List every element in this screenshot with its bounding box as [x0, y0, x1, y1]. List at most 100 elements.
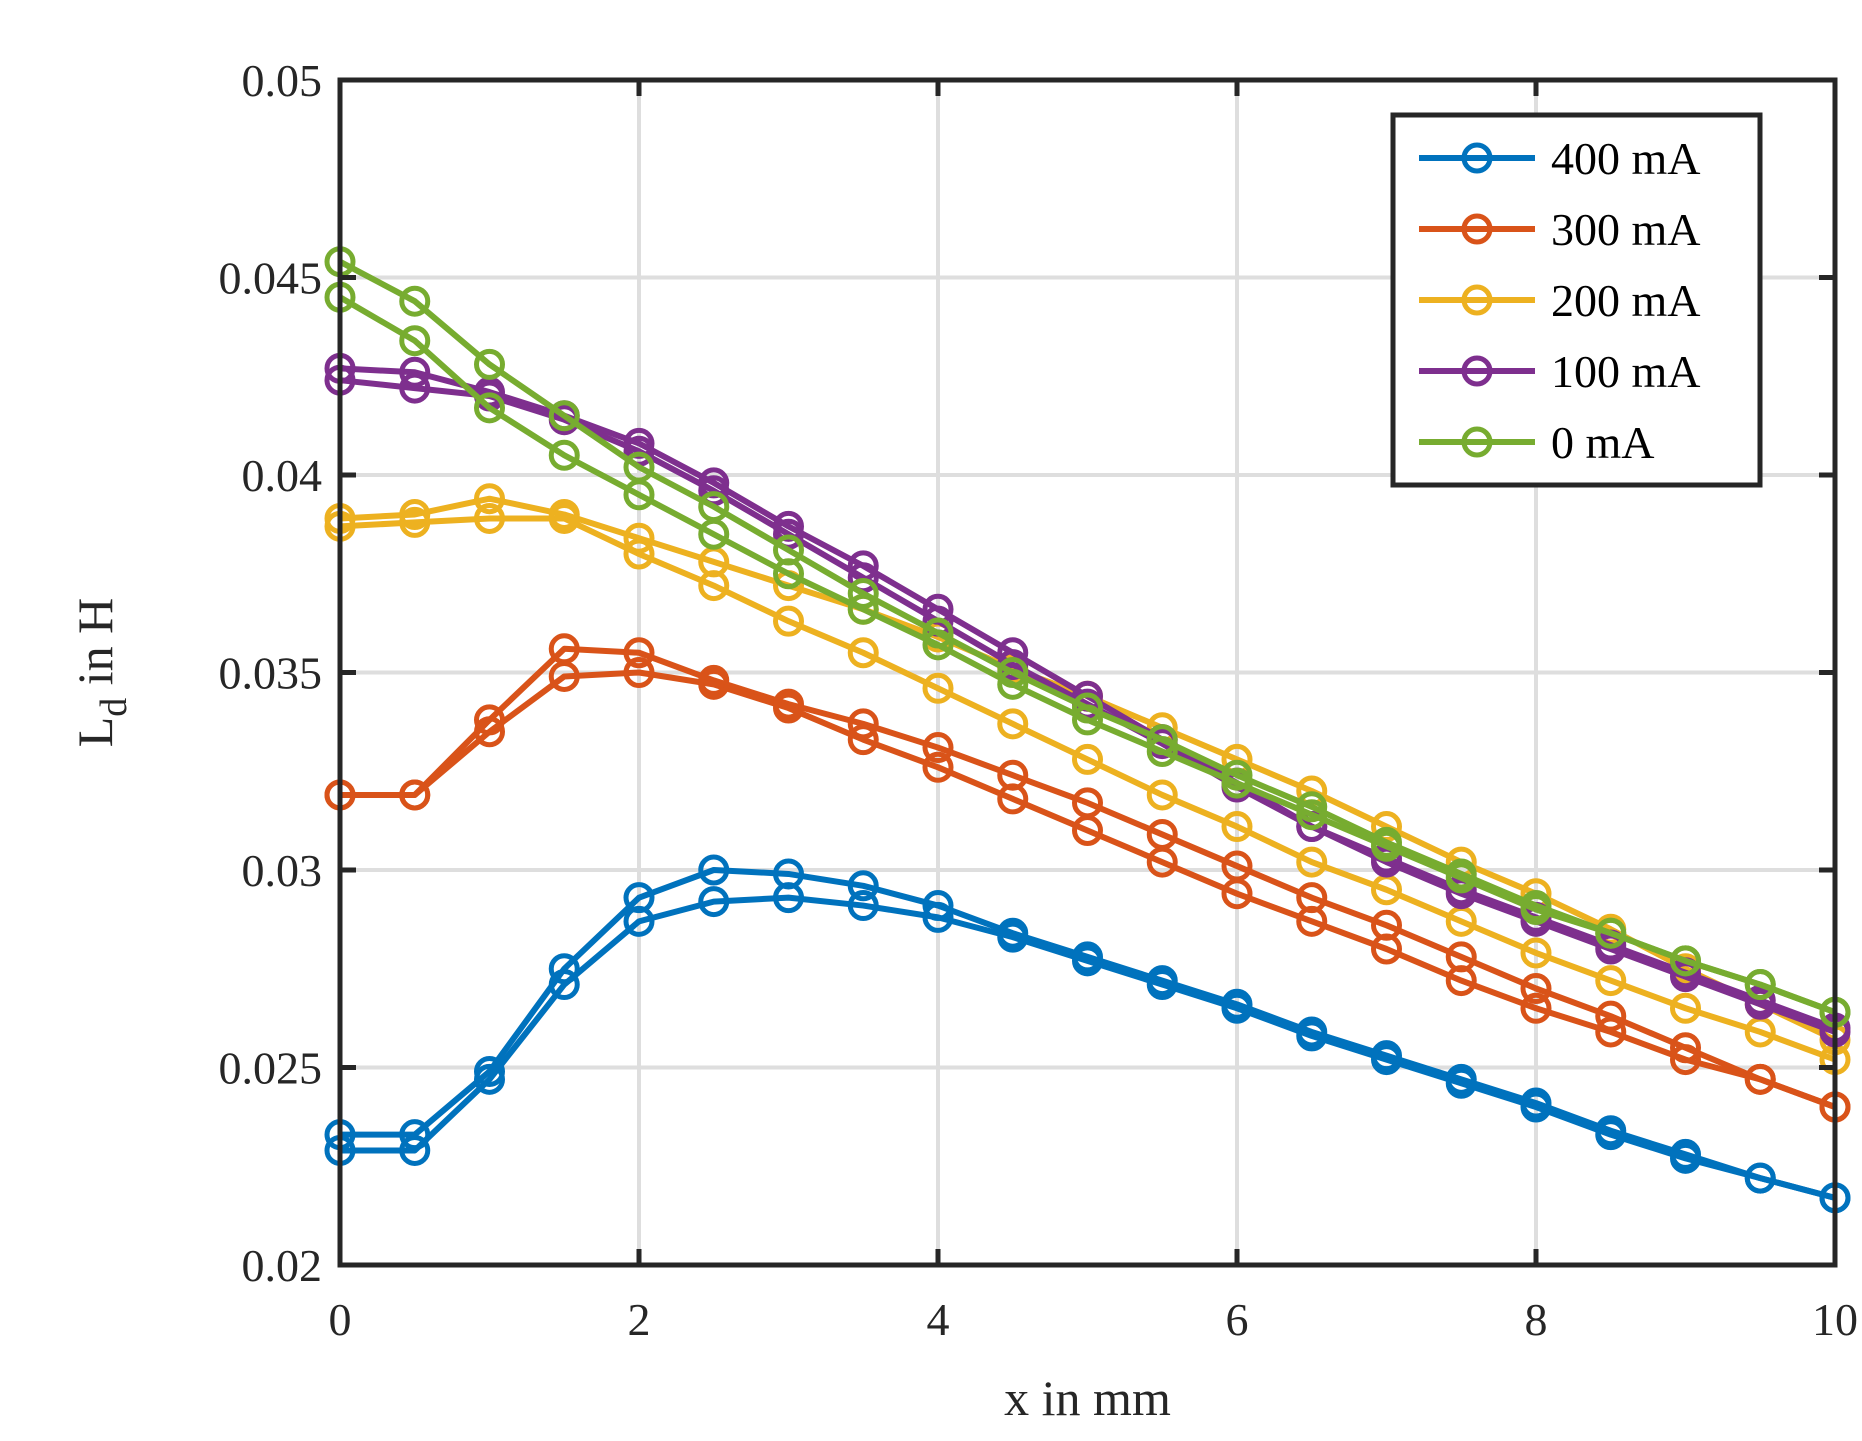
legend-label: 300 mA [1551, 204, 1701, 255]
data-point [1296, 905, 1328, 937]
data-point [1371, 830, 1402, 862]
data-point [548, 400, 580, 432]
legend-label: 400 mA [1551, 133, 1701, 184]
data-point [548, 953, 580, 985]
y-axis-label-suffix: in H [67, 598, 123, 698]
data-point [1371, 1044, 1402, 1076]
data-point [698, 668, 730, 700]
data-point [1670, 1032, 1701, 1064]
data-point [922, 617, 954, 649]
data-point [1670, 1142, 1701, 1174]
data-point [548, 660, 580, 692]
y-tick-label: 0.035 [219, 648, 323, 699]
data-point [1296, 846, 1328, 878]
data-point [1296, 799, 1328, 831]
x-tick-label: 0 [329, 1294, 352, 1345]
legend-item: 200 mA [1419, 275, 1701, 326]
data-point [399, 1134, 431, 1166]
data-point [922, 751, 954, 783]
x-tick-label: 10 [1812, 1294, 1858, 1345]
data-point [1520, 992, 1552, 1024]
data-point [997, 783, 1029, 815]
legend-item: 100 mA [1419, 346, 1701, 397]
data-point [997, 921, 1029, 953]
data-point [1445, 965, 1477, 997]
data-point [997, 668, 1029, 700]
data-point [1520, 937, 1552, 969]
data-point [1744, 1162, 1776, 1194]
data-point [1670, 945, 1701, 977]
data-point [1595, 1000, 1627, 1032]
y-tick-label: 0.04 [242, 450, 323, 501]
series-line [340, 894, 1836, 1201]
data-point [1744, 1063, 1776, 1095]
data-point [474, 1063, 505, 1095]
data-point [1221, 811, 1253, 843]
data-point [1146, 736, 1178, 767]
data-point [773, 605, 804, 637]
data-point [997, 657, 1029, 688]
data-point [1595, 1016, 1627, 1048]
data-point [847, 708, 879, 740]
data-point [474, 392, 505, 424]
data-point [1371, 933, 1402, 965]
data-point [623, 905, 655, 937]
data-point [1221, 767, 1253, 799]
data-point [922, 890, 954, 922]
data-point [399, 285, 431, 317]
y-tick-label: 0.02 [242, 1240, 323, 1291]
data-point [1296, 1020, 1328, 1052]
data-point [623, 637, 655, 669]
data-point [1595, 965, 1627, 997]
data-point [399, 356, 431, 388]
y-axis-label-main: L [67, 717, 123, 748]
data-point [698, 570, 730, 602]
legend-marker [1461, 284, 1493, 316]
data-point [922, 901, 954, 933]
data-point [1146, 969, 1178, 1001]
data-point [1072, 945, 1103, 977]
data-point [997, 637, 1029, 669]
data-point [997, 708, 1029, 740]
x-axis-label: x in mm [1004, 1370, 1171, 1426]
data-point [1520, 1091, 1552, 1123]
data-point [1072, 704, 1103, 736]
y-axis-label: Ld in H [67, 598, 135, 748]
legend-label: 0 mA [1551, 417, 1655, 468]
data-point [1445, 862, 1477, 894]
data-point [1595, 1119, 1627, 1151]
data-point [1670, 1044, 1701, 1076]
y-axis-label-text: Ld in H [67, 598, 135, 748]
data-point [474, 502, 505, 534]
legend-item: 0 mA [1419, 417, 1655, 468]
legend-item: 400 mA [1419, 133, 1701, 184]
series-line [339, 515, 1837, 1063]
data-point [1221, 992, 1253, 1024]
legend-label: 100 mA [1551, 346, 1701, 397]
data-point [474, 704, 505, 736]
data-point [1146, 779, 1178, 811]
data-point [847, 637, 879, 669]
data-point [1520, 894, 1552, 925]
data-point [1221, 878, 1253, 910]
legend-item: 300 mA [1419, 204, 1701, 255]
series-group [324, 246, 1851, 1214]
y-tick-label: 0.03 [242, 845, 323, 896]
legend-marker [1461, 142, 1493, 174]
legend-marker [1461, 426, 1493, 458]
x-tick-label: 4 [927, 1294, 950, 1345]
series-400-ma [324, 854, 1851, 1214]
data-point [922, 732, 954, 764]
series-line [340, 645, 1837, 1110]
series-line [340, 669, 1837, 1110]
data-point [698, 518, 730, 550]
data-point [1595, 917, 1627, 949]
data-point [773, 558, 804, 590]
series-300-ma [324, 633, 1851, 1123]
x-tick-label: 8 [1525, 1294, 1548, 1345]
data-point [623, 538, 655, 570]
data-point [1744, 969, 1776, 1001]
data-point [399, 779, 431, 811]
data-point [773, 882, 804, 914]
